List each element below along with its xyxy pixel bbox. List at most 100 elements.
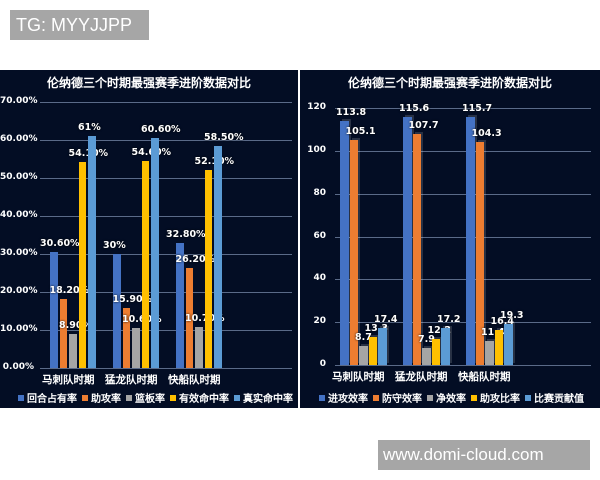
legend-label: 助攻率: [91, 394, 121, 405]
x-category-label: 猛龙队时期: [105, 374, 158, 386]
bar-5: [441, 328, 450, 365]
bar-1: [176, 243, 184, 368]
bar-1: [466, 117, 475, 365]
data-label: 115.7: [462, 103, 493, 115]
legend-item: 有效命中率: [170, 390, 229, 405]
watermark-bottom: www.domi-cloud.com: [378, 440, 590, 470]
data-label: 19.3: [500, 309, 524, 321]
y-tick-label: 40: [313, 273, 326, 284]
legend-label: 助攻比率: [480, 394, 520, 405]
bar-5: [151, 137, 159, 368]
legend-item: 真实命中率: [234, 390, 293, 405]
legend-item: 防守效率: [373, 390, 422, 405]
data-label: 15.90%: [112, 293, 153, 305]
right-chart-panel: 伦纳德三个时期最强赛季进阶数据对比 进攻效率 防守效率 净效率 助攻比率 比赛贡献值 0…: [300, 70, 600, 408]
gridline: [335, 322, 591, 324]
bar-2: [59, 298, 67, 368]
data-label: 113.8: [336, 107, 367, 119]
y-tick-label: 50.00%: [0, 172, 38, 182]
right-chart-title: 伦纳德三个时期最强赛季进阶数据对比: [347, 76, 552, 90]
data-label: 8.7: [355, 332, 372, 344]
legend-swatch-icon: [319, 394, 325, 401]
bar-1: [113, 254, 121, 368]
gridline: [40, 216, 292, 217]
data-label: 115.6: [399, 103, 430, 115]
bar-2: [475, 141, 484, 365]
legend-label: 净效率: [436, 394, 466, 405]
legend-label: 有效命中率: [179, 394, 229, 405]
bar-4: [141, 160, 149, 368]
left-chart-panel: 伦纳德三个时期最强赛季进阶数据对比 回合占有率 助攻率 篮板率 有效命中率 真实命中率 …: [0, 70, 298, 408]
gridline: [40, 368, 292, 369]
legend-item: 进攻效率: [319, 390, 368, 405]
gridline: [40, 254, 292, 255]
data-label: 30%: [103, 240, 126, 251]
legend-swatch-icon: [82, 394, 88, 401]
legend-item: 助攻率: [82, 390, 121, 405]
legend-swatch-icon: [471, 394, 477, 401]
data-label: 107.7: [408, 120, 439, 132]
bar-3: [69, 334, 77, 368]
right-legend: 进攻效率 防守效率 净效率 助攻比率 比赛贡献值: [319, 390, 584, 405]
bar-1: [403, 117, 412, 365]
bar-2: [349, 139, 358, 365]
data-label: 30.60%: [40, 237, 80, 249]
data-label: 17.2: [437, 314, 461, 326]
data-label: 26.20%: [175, 254, 216, 266]
legend-item: 篮板率: [126, 390, 165, 405]
legend-label: 防守效率: [382, 394, 422, 405]
data-label: 7.9: [418, 334, 435, 346]
x-category-label: 马刺队时期: [332, 371, 385, 383]
legend-swatch-icon: [373, 394, 379, 401]
bar-5: [378, 327, 387, 365]
legend-swatch-icon: [525, 394, 531, 401]
legend-label: 篮板率: [135, 394, 165, 405]
legend-label: 回合占有率: [27, 394, 77, 405]
bar-3: [359, 346, 368, 365]
gridline: [335, 365, 591, 366]
data-label: 16.4: [490, 315, 514, 327]
legend-item: 回合占有率: [18, 390, 77, 405]
gridline: [40, 330, 292, 331]
legend-label: 比赛贡献值: [534, 394, 584, 405]
legend-swatch-icon: [234, 394, 240, 401]
legend-item: 净效率: [427, 390, 466, 405]
bar-2: [122, 307, 130, 368]
gridline: [335, 193, 591, 195]
gridline: [40, 140, 292, 141]
bar-4: [78, 162, 86, 368]
bar-2: [185, 268, 193, 368]
y-tick-label: 30.00%: [0, 248, 38, 258]
bar-3: [195, 327, 203, 368]
data-label: 58.50%: [204, 131, 244, 143]
gridline: [335, 150, 591, 152]
y-tick-label: 100: [307, 144, 326, 155]
gridline: [335, 279, 591, 281]
data-label: 18.20%: [49, 284, 90, 296]
bar-3: [485, 340, 494, 365]
y-tick-label: 60.00%: [0, 134, 38, 144]
bar-3: [422, 348, 431, 365]
legend-swatch-icon: [427, 394, 433, 401]
data-label: 13.3: [364, 322, 388, 334]
data-label: 11.4: [481, 326, 505, 338]
x-category-label: 快船队时期: [458, 371, 511, 383]
y-tick-label: 70.00%: [0, 96, 38, 106]
legend-label: 真实命中率: [243, 394, 293, 405]
legend-item: 助攻比率: [471, 390, 520, 405]
bar-5: [214, 145, 222, 368]
data-label: 61%: [78, 122, 101, 134]
data-label: 12.2: [427, 324, 451, 336]
data-label: 105.1: [345, 125, 376, 137]
y-tick-label: 20: [313, 316, 326, 327]
bar-3: [132, 327, 140, 368]
bar-4: [494, 329, 503, 365]
bar-4: [431, 338, 440, 365]
y-tick-label: 10.00%: [0, 324, 38, 334]
y-tick-label: 120: [307, 102, 326, 112]
gridline: [40, 178, 292, 179]
y-tick-label: 60: [313, 230, 326, 241]
data-label: 104.3: [471, 127, 502, 139]
data-label: 60.60%: [141, 123, 181, 135]
bar-4: [204, 170, 212, 368]
